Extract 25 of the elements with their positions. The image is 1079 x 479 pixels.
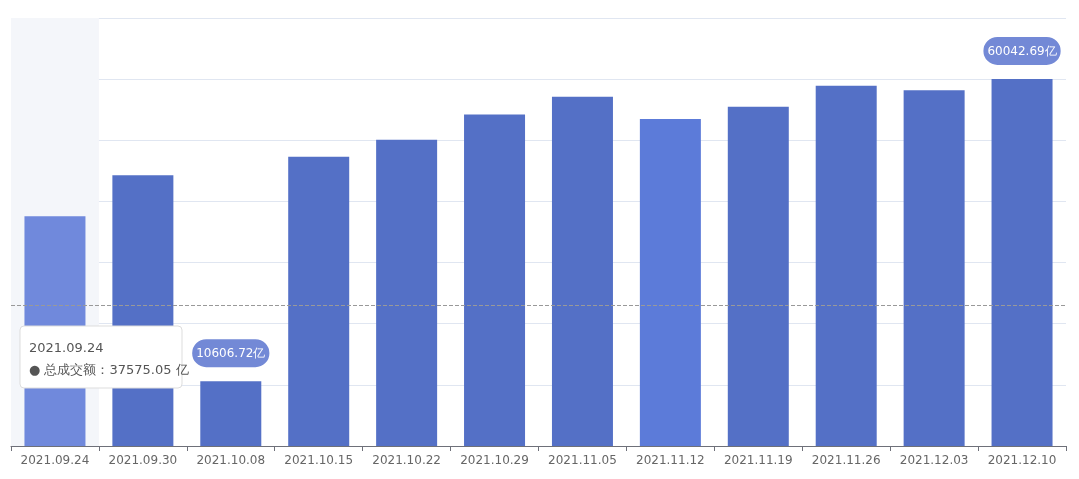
- x-tick-label: 2021.11.05: [548, 453, 617, 467]
- x-tick-label: 2021.12.10: [987, 453, 1057, 467]
- x-tick-label: 2021.10.22: [372, 453, 441, 467]
- bar: [288, 156, 350, 446]
- bar: [376, 139, 438, 446]
- x-tick-label: 2021.12.03: [899, 453, 969, 467]
- bar: [727, 106, 789, 446]
- bar: [551, 96, 613, 446]
- bar: [200, 381, 262, 446]
- bar: [903, 90, 965, 446]
- x-tick-label: 2021.10.15: [284, 453, 354, 467]
- x-tick-label: 2021.09.30: [108, 453, 178, 467]
- x-tick-label: 2021.11.12: [636, 453, 705, 467]
- x-tick-label: 2021.10.08: [196, 453, 266, 467]
- annotation: 2021.09.24 ● 总成交额：37575.05 亿: [29, 339, 189, 377]
- bar: [991, 78, 1053, 446]
- bar: [639, 118, 701, 446]
- bar: [815, 85, 877, 446]
- x-tick-label: 2021.11.26: [811, 453, 881, 467]
- data-label: 10606.72亿: [196, 346, 266, 361]
- data-label: 60042.69亿: [987, 43, 1057, 58]
- x-tick-label: 2021.11.19: [723, 453, 793, 467]
- x-tick-label: 2021.10.29: [460, 453, 529, 467]
- x-tick-label: 2021.09.24: [20, 453, 90, 467]
- bar: [464, 114, 526, 446]
